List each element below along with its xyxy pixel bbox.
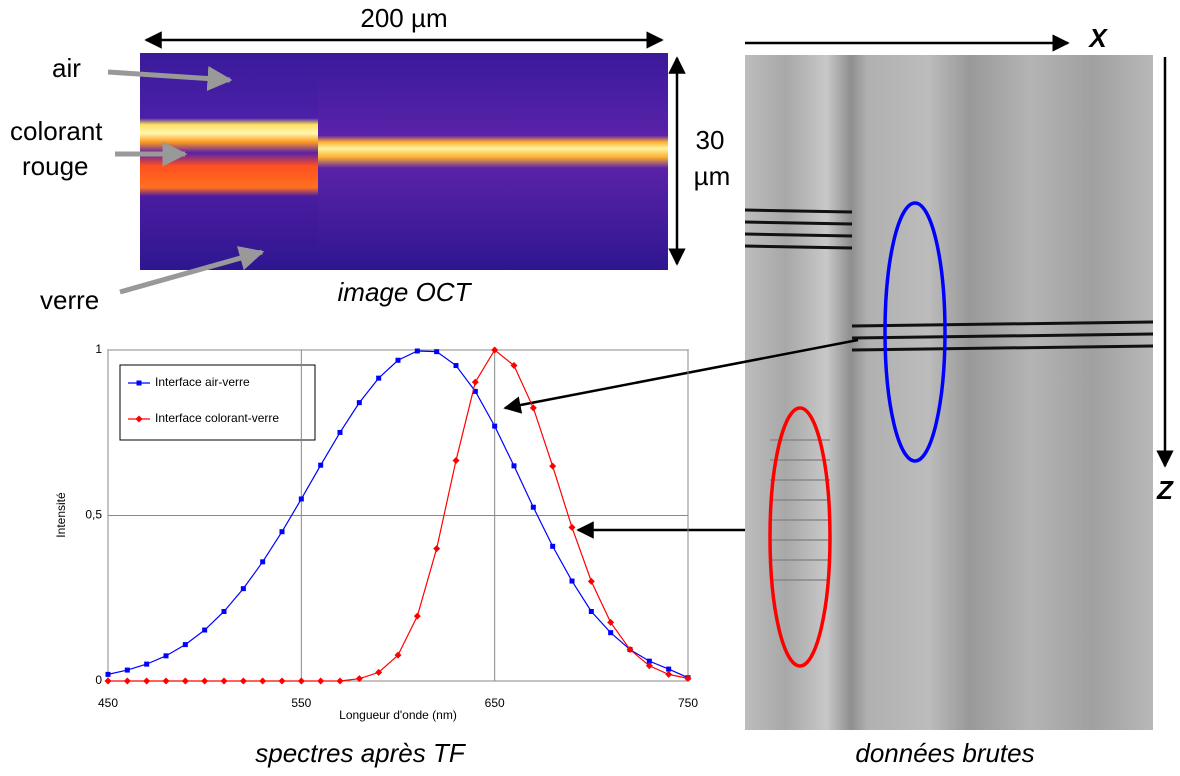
data-point — [646, 658, 652, 664]
data-point — [530, 504, 536, 510]
glass-label: verre — [40, 285, 99, 315]
data-point — [239, 677, 247, 685]
data-point — [105, 671, 111, 677]
data-point — [375, 668, 383, 676]
data-point — [182, 642, 188, 648]
data-point — [376, 375, 382, 381]
data-point — [665, 670, 673, 678]
data-point — [143, 677, 151, 685]
legend-label: Interface colorant-verre — [155, 411, 279, 425]
y-tick-label: 0,5 — [85, 508, 102, 522]
raw-image — [745, 55, 1153, 730]
data-point — [587, 577, 595, 585]
data-point — [163, 653, 169, 659]
data-point — [104, 677, 112, 685]
height-label: 30 — [696, 125, 725, 155]
highlight-ellipse — [768, 406, 832, 668]
data-point — [452, 457, 460, 465]
data-point — [434, 349, 440, 355]
x-tick-label: 550 — [291, 696, 311, 710]
data-point — [395, 357, 401, 363]
data-point — [259, 677, 267, 685]
data-point — [491, 346, 499, 354]
dye-label: rouge — [22, 151, 89, 181]
pointer — [107, 66, 233, 92]
data-point — [220, 677, 228, 685]
legend-marker — [136, 380, 142, 386]
data-point — [433, 545, 441, 553]
oct-image-right — [318, 53, 668, 270]
y-axis-title: Intensité — [54, 492, 68, 538]
data-point — [472, 388, 478, 394]
pointer-arrow — [503, 338, 859, 414]
data-point — [355, 675, 363, 683]
data-point — [607, 618, 615, 626]
data-point — [221, 608, 227, 614]
data-point — [645, 662, 653, 670]
data-point — [317, 677, 325, 685]
height-label: µm — [694, 161, 731, 191]
data-point — [588, 608, 594, 614]
width-label: 200 µm — [360, 3, 447, 33]
caption: spectres après TF — [255, 738, 467, 768]
data-point — [471, 378, 479, 386]
highlight-ellipse — [883, 201, 947, 463]
legend — [119, 364, 316, 441]
data-point — [201, 677, 209, 685]
data-point — [181, 677, 189, 685]
data-point — [492, 423, 498, 429]
air-label: air — [52, 53, 81, 83]
legend-label: Interface air-verre — [155, 375, 250, 389]
data-point — [298, 496, 304, 502]
data-point — [684, 674, 692, 682]
z-axis-label: Z — [1156, 475, 1174, 505]
x-axis-title: Longueur d'onde (nm) — [339, 708, 457, 722]
pointer — [119, 246, 265, 295]
legend-marker — [135, 415, 143, 423]
data-point — [336, 677, 344, 685]
data-point — [240, 586, 246, 592]
data-point — [162, 677, 170, 685]
data-point — [144, 661, 150, 667]
data-point — [123, 677, 131, 685]
data-point — [510, 362, 518, 370]
data-point — [414, 348, 420, 354]
data-point — [278, 677, 286, 685]
x-axis-label: X — [1087, 23, 1108, 53]
dye-label: colorant — [10, 116, 103, 146]
data-point — [413, 612, 421, 620]
data-point — [549, 462, 557, 470]
y-tick-label: 1 — [95, 342, 102, 356]
data-point — [511, 463, 517, 469]
data-point — [318, 462, 324, 468]
data-point — [666, 666, 672, 672]
caption: image OCT — [338, 277, 473, 307]
data-point — [124, 667, 130, 673]
x-tick-label: 650 — [485, 696, 505, 710]
data-point — [569, 578, 575, 584]
data-point — [260, 559, 266, 565]
fringes — [744, 208, 1154, 352]
data-point — [608, 630, 614, 636]
y-tick-label: 0 — [95, 673, 102, 687]
data-point — [356, 400, 362, 406]
data-point — [394, 651, 402, 659]
data-point — [202, 627, 208, 633]
x-tick-label: 450 — [98, 696, 118, 710]
x-tick-label: 750 — [678, 696, 698, 710]
data-point — [453, 363, 459, 369]
data-point — [337, 429, 343, 435]
data-point — [550, 543, 556, 549]
data-point — [626, 646, 634, 654]
oct-image-left — [140, 53, 320, 270]
data-point — [297, 677, 305, 685]
data-point — [529, 404, 537, 412]
data-point — [279, 529, 285, 535]
caption: données brutes — [855, 738, 1034, 768]
data-point — [568, 523, 576, 531]
